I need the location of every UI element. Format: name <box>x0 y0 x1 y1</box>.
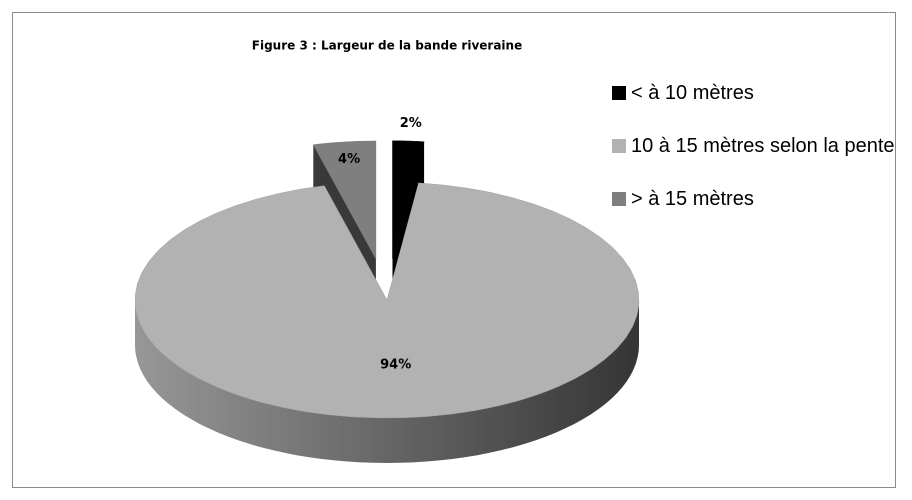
data-label: 94% <box>380 357 411 372</box>
legend-label: > à 15 mètres <box>631 188 754 210</box>
chart-title: Figure 3 : Largeur de la bande riveraine <box>252 39 522 53</box>
data-label: 2% <box>400 116 422 131</box>
legend-item: < à 10 mètres <box>612 80 902 107</box>
chart-frame <box>12 12 896 488</box>
legend: < à 10 mètres 10 à 15 mètres selon la pen… <box>612 80 902 239</box>
legend-swatch <box>612 139 626 153</box>
legend-label: < à 10 mètres <box>631 82 754 104</box>
slice-wall <box>135 300 639 463</box>
legend-item: > à 15 mètres <box>612 186 902 213</box>
legend-swatch <box>612 192 626 206</box>
legend-label: 10 à 15 mètres selon la pente <box>631 135 895 157</box>
slice <box>392 140 425 259</box>
legend-item: 10 à 15 mètres selon la pente <box>612 133 902 160</box>
slice <box>134 182 640 419</box>
data-label: 4% <box>338 152 360 167</box>
legend-swatch <box>612 86 626 100</box>
slice <box>312 140 377 260</box>
